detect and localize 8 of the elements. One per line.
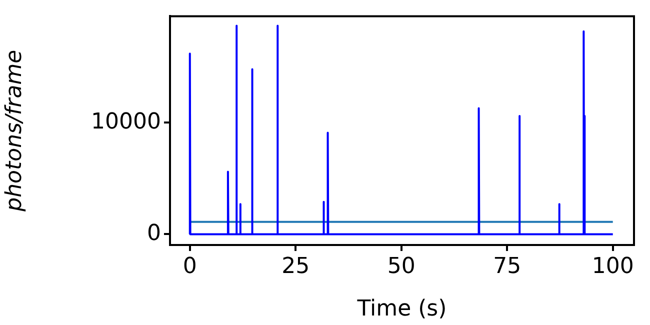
x-tick-label: 75 (493, 254, 522, 279)
x-tick-label: 0 (182, 254, 197, 279)
y-axis-title: photons/frame (2, 50, 27, 212)
x-axis-title: Time (s) (356, 296, 447, 322)
y-tick-label: 10000 (91, 109, 161, 134)
x-tick-label: 50 (387, 254, 416, 279)
x-tick-label: 25 (282, 254, 310, 279)
x-tick-label: 100 (592, 254, 634, 279)
